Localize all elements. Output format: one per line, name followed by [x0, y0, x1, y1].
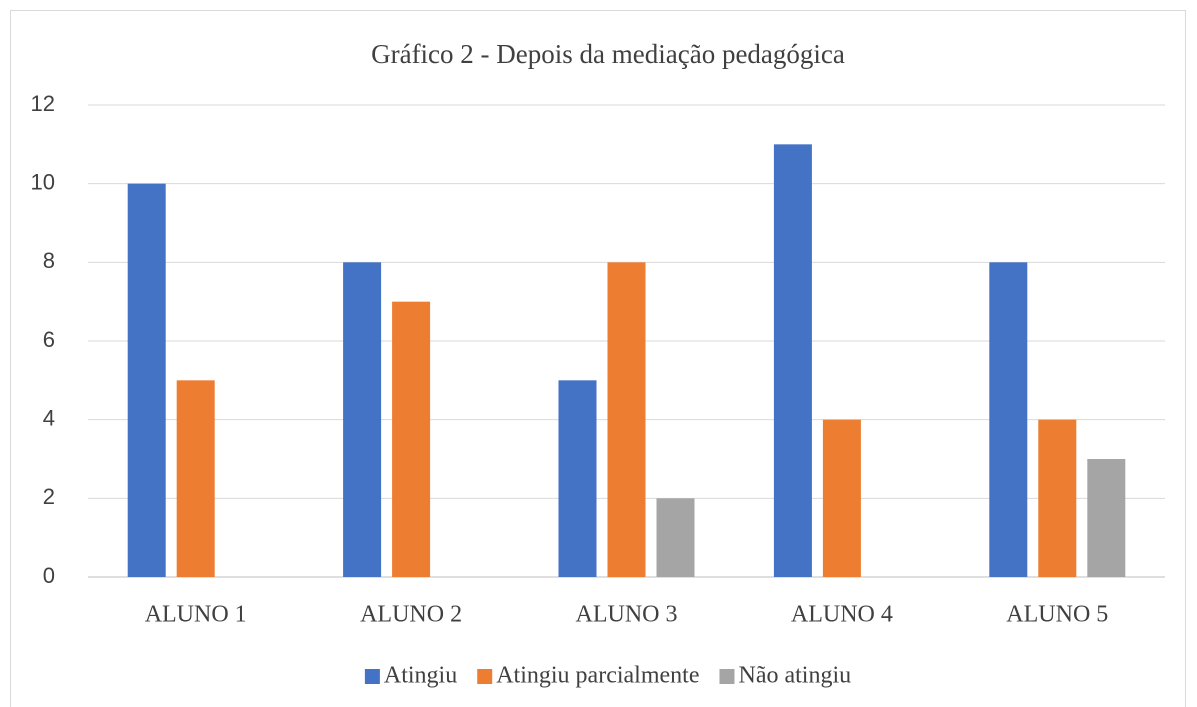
bar: [1038, 419, 1077, 577]
y-tick-label: 12: [31, 91, 55, 116]
y-tick-label: 8: [43, 248, 55, 273]
legend-swatch: [719, 669, 735, 684]
x-tick-label: ALUNO 5: [1006, 602, 1108, 628]
bar: [773, 144, 812, 578]
bar: [1087, 459, 1126, 577]
bar: [343, 262, 382, 577]
bar: [989, 262, 1028, 577]
x-tick-label: ALUNO 3: [576, 602, 678, 628]
bar: [656, 498, 695, 577]
y-tick-label: 0: [43, 563, 55, 588]
bar: [607, 262, 646, 577]
legend-label: Atingiu parcialmente: [496, 663, 699, 689]
legend-label: Não atingiu: [738, 663, 851, 689]
bar: [392, 301, 431, 577]
legend-swatch: [364, 669, 380, 684]
legend-swatch: [477, 669, 493, 684]
x-tick-label: ALUNO 1: [145, 602, 247, 628]
legend-label: Atingiu: [384, 663, 457, 689]
bar: [127, 183, 166, 577]
y-tick-label: 4: [43, 405, 55, 430]
y-tick-label: 2: [43, 484, 55, 509]
x-tick-label: ALUNO 4: [791, 602, 893, 628]
chart-title: Gráfico 2 - Depois da mediação pedagógic…: [371, 39, 845, 69]
y-tick-label: 10: [31, 169, 55, 194]
bar: [176, 380, 215, 577]
y-tick-label: 6: [43, 327, 55, 352]
bar: [558, 380, 597, 577]
x-tick-label: ALUNO 2: [360, 602, 462, 628]
bar: [822, 419, 861, 577]
